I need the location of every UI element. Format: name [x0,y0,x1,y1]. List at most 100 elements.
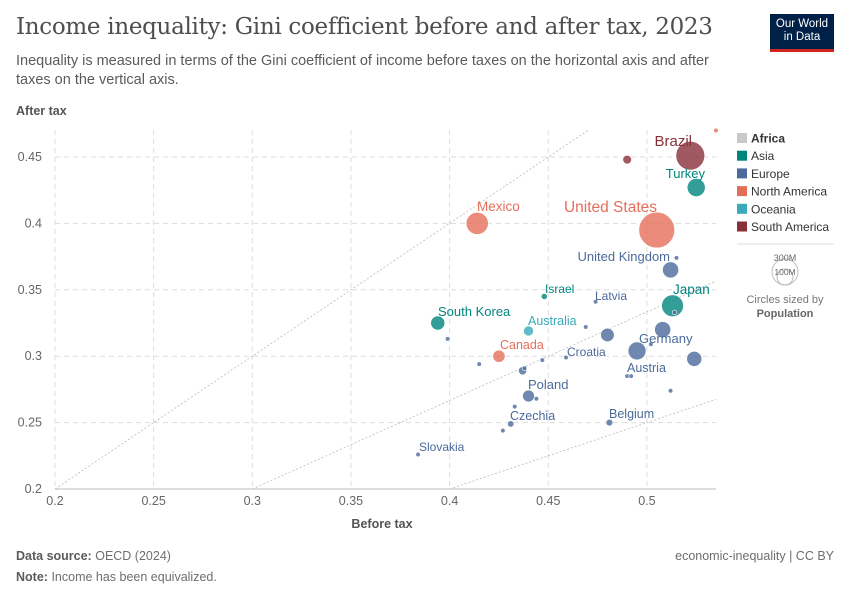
point-label: Croatia [567,345,606,359]
point-label: Poland [528,377,568,392]
point-label: Brazil [654,133,692,150]
point-label: Germany [639,331,693,346]
owid-logo[interactable]: Our World in Data [770,14,834,52]
point-label: Canada [500,338,544,352]
data-point [583,324,589,330]
point-label: Australia [528,314,577,328]
size-legend-100m: 100M [774,267,795,277]
x-tick-label: 0.45 [536,494,560,508]
point-label: Japan [673,282,710,297]
data-point [593,299,599,305]
point-label: Austria [627,361,666,375]
x-axis-label: Before tax [351,517,412,531]
x-tick-label: 0.25 [141,494,165,508]
point-label: United Kingdom [578,249,671,264]
size-legend-circle-100m [776,268,794,286]
data-point [430,315,446,331]
data-point [522,389,535,403]
data-point [671,309,678,315]
legend-item: South America [751,220,829,234]
data-point [628,373,634,379]
data-point [445,336,451,342]
size-legend-300m: 300M [774,253,797,263]
data-point [476,361,482,367]
data-point [627,341,647,361]
point-label: Mexico [477,199,520,214]
data-point [533,396,540,402]
data-point [540,293,548,300]
note-text: Income has been equivalized. [51,570,217,584]
license[interactable]: economic-inequality | CC BY [675,549,834,563]
data-point [563,354,569,361]
y-tick-label: 0.35 [18,283,42,297]
data-point [523,325,534,337]
x-tick-label: 0.35 [339,494,363,508]
point-label: Turkey [666,166,706,181]
data-point [662,261,679,279]
data-point [648,341,654,347]
point-label: United States [564,199,657,216]
data-point [713,127,719,134]
source-link[interactable]: OECD (2024) [95,549,171,563]
legend-swatch [737,133,747,143]
data-point [507,420,515,428]
y-tick-label: 0.4 [25,216,42,230]
reference-line [252,280,717,490]
point-label: Czechia [510,409,555,423]
data-point [686,178,706,197]
y-tick-label: 0.3 [25,349,42,363]
data-point [500,427,506,434]
data-source: Data source: OECD (2024) [16,549,171,563]
data-point [600,327,615,343]
note-label: Note: [16,570,48,584]
y-axis-label: After tax [16,104,67,118]
chart-title: Income inequality: Gini coefficient befo… [16,14,713,40]
legend-item: Asia [751,149,775,163]
legend-item: Europe [751,167,790,181]
point-label: South Korea [438,304,511,319]
legend-swatch [737,221,747,232]
point-label: Belgium [609,407,654,421]
data-point [654,321,672,339]
data-point [415,451,421,458]
data-point [667,388,674,394]
data-point [622,154,632,165]
x-tick-label: 0.2 [46,494,63,508]
x-tick-label: 0.3 [244,494,261,508]
size-legend-variable: Population [757,308,814,320]
data-point [638,211,676,249]
size-legend-caption: Circles sized by [746,294,824,306]
point-label: Israel [545,282,574,296]
data-point [605,418,614,427]
y-tick-label: 0.45 [18,150,42,164]
data-point [673,255,680,261]
data-point [686,351,703,367]
y-tick-label: 0.25 [18,416,42,430]
data-point [661,294,684,317]
x-tick-label: 0.5 [638,494,655,508]
data-point [675,140,706,171]
data-point [539,357,545,363]
x-tick-label: 0.4 [441,494,458,508]
y-tick-label: 0.2 [25,482,42,496]
source-label: Data source: [16,549,92,563]
point-label: Slovakia [419,440,465,454]
reference-line [54,130,588,490]
chart-subtitle: Inequality is measured in terms of the G… [16,53,709,88]
legend-swatch [737,168,747,179]
legend-item: Africa [751,132,785,146]
data-point [512,404,518,410]
legend-swatch [737,203,747,214]
data-point [492,349,506,363]
point-label: Latvia [595,289,627,303]
data-point [465,212,489,235]
legend-item: Oceania [751,202,796,216]
note: Note: Income has been equivalized. [16,570,217,584]
legend-item: North America [751,185,827,199]
legend-swatch [737,186,747,197]
data-point [521,365,528,371]
legend-swatch [737,150,747,161]
reference-line [449,398,717,490]
